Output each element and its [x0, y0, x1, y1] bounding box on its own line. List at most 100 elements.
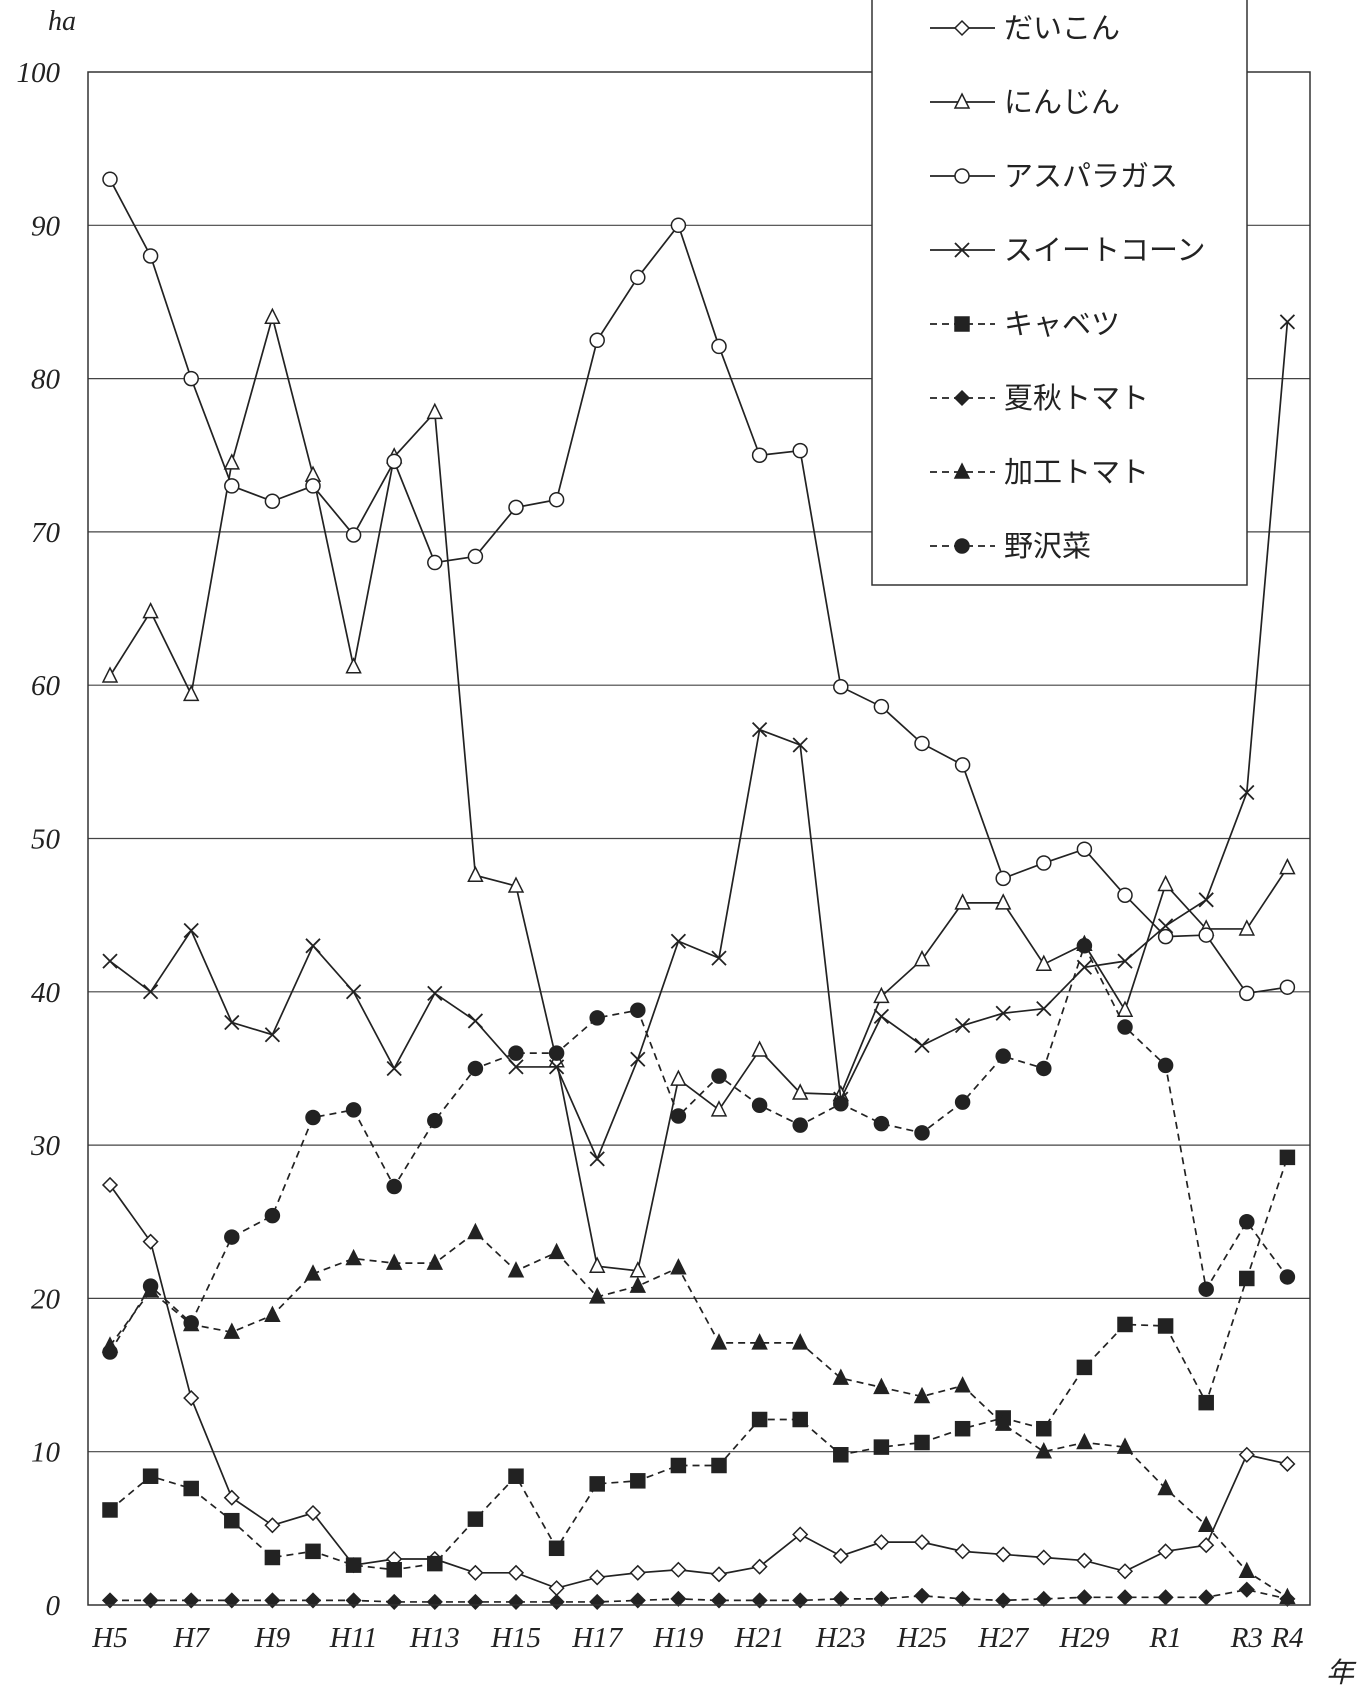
data-point: [264, 1207, 281, 1224]
data-point: [711, 950, 727, 966]
legend-label: 加工トマト: [1004, 455, 1149, 489]
data-point: [548, 1242, 565, 1260]
data-point: [995, 1546, 1012, 1563]
data-point: [1279, 1269, 1296, 1285]
data-point: [142, 1233, 159, 1250]
data-point: [711, 338, 727, 355]
data-point: [751, 1097, 768, 1113]
data-point: [1157, 1057, 1174, 1074]
data-point: [710, 1333, 728, 1350]
data-point: [792, 1117, 808, 1133]
data-point: [101, 1592, 119, 1609]
data-point: [833, 1447, 849, 1463]
x-tick-label: H23: [815, 1622, 866, 1654]
data-point: [954, 1376, 971, 1393]
data-point: [954, 1094, 971, 1110]
legend-marker: [954, 168, 970, 184]
x-axis: H5 H7 H9 H11 H13 H15 H17 H19 H21 H23 H25 H27 H29 R1 R3…: [91, 1622, 1303, 1654]
data-point: [345, 527, 362, 543]
data-point: [630, 269, 646, 286]
data-point: [345, 1557, 362, 1573]
data-point: [1035, 954, 1053, 971]
data-point: [710, 1592, 728, 1609]
legend-marker: [953, 92, 971, 109]
data-point: [995, 1048, 1011, 1064]
series-8: [102, 938, 1296, 1360]
legend-entry: アスパラガス: [930, 159, 1178, 193]
data-point: [1076, 1359, 1093, 1376]
data-point: [427, 1112, 443, 1129]
data-point: [1239, 784, 1255, 801]
x-axis-unit-label: 年: [1326, 1658, 1357, 1689]
data-point: [1279, 314, 1296, 330]
data-point: [1198, 1589, 1215, 1606]
data-point: [426, 1253, 444, 1270]
data-point: [873, 1439, 890, 1455]
data-point: [792, 1526, 809, 1543]
data-point: [426, 1593, 443, 1610]
series-line: [109, 321, 1289, 1162]
data-point: [913, 1386, 931, 1404]
data-point: [1279, 1587, 1296, 1605]
data-point: [183, 1480, 199, 1497]
data-point: [142, 248, 159, 264]
data-point: [1035, 1442, 1053, 1459]
legend-label: 夏秋トマト: [1004, 381, 1149, 415]
data-point: [345, 984, 362, 1000]
data-point: [994, 893, 1012, 910]
legend-entry: 野沢菜: [930, 529, 1091, 563]
data-point: [1238, 1446, 1255, 1463]
x-tick-label: H27: [977, 1622, 1029, 1654]
data-point: [791, 1083, 809, 1100]
data-point: [426, 402, 444, 420]
y-axis: 0 10 20 30 40 50 60 70 80 90 100: [17, 57, 61, 1622]
data-point: [1157, 918, 1174, 934]
y-tick-label: 10: [31, 1437, 61, 1469]
data-point: [711, 1457, 727, 1474]
legend-label: だいこん: [1004, 11, 1120, 45]
data-point: [1157, 1318, 1174, 1334]
data-point: [305, 1543, 321, 1560]
data-point: [751, 1333, 768, 1350]
data-point: [305, 1109, 321, 1126]
data-point: [102, 1344, 118, 1360]
legend-marker: [954, 316, 970, 332]
data-point: [873, 1008, 890, 1024]
data-point: [1157, 1478, 1174, 1496]
data-point: [1198, 1537, 1215, 1554]
data-point: [630, 1002, 646, 1018]
y-tick-label: 30: [30, 1130, 61, 1162]
legend-entry: 加工トマト: [930, 455, 1149, 489]
data-point: [1198, 1281, 1214, 1297]
data-point: [508, 1059, 524, 1075]
data-point: [345, 657, 362, 674]
data-point: [223, 1489, 240, 1506]
data-point: [751, 1592, 768, 1609]
series-line: [109, 1157, 1289, 1571]
legend-marker: [954, 242, 970, 258]
data-point: [832, 1547, 849, 1565]
y-tick-label: 20: [31, 1283, 61, 1315]
data-point: [467, 548, 484, 565]
data-point: [223, 1322, 241, 1339]
data-point: [1198, 892, 1214, 908]
data-point: [142, 1592, 159, 1609]
x-tick-label: H21: [734, 1622, 785, 1654]
data-point: [508, 499, 524, 516]
data-point: [873, 1115, 890, 1132]
data-point: [914, 1037, 930, 1054]
data-point: [1116, 1437, 1134, 1454]
data-point: [1279, 979, 1296, 995]
data-point: [994, 1414, 1012, 1431]
legend-box: [871, 0, 1248, 586]
series-line: [109, 943, 1289, 1353]
data-point: [467, 1564, 484, 1581]
data-point: [548, 1540, 565, 1557]
data-point: [1036, 1420, 1052, 1437]
y-tick-label: 70: [31, 517, 61, 549]
data-point: [183, 1315, 199, 1331]
data-point: [1279, 1149, 1296, 1166]
data-point: [305, 938, 321, 954]
data-point: [223, 1592, 240, 1609]
data-point: [589, 1569, 606, 1586]
